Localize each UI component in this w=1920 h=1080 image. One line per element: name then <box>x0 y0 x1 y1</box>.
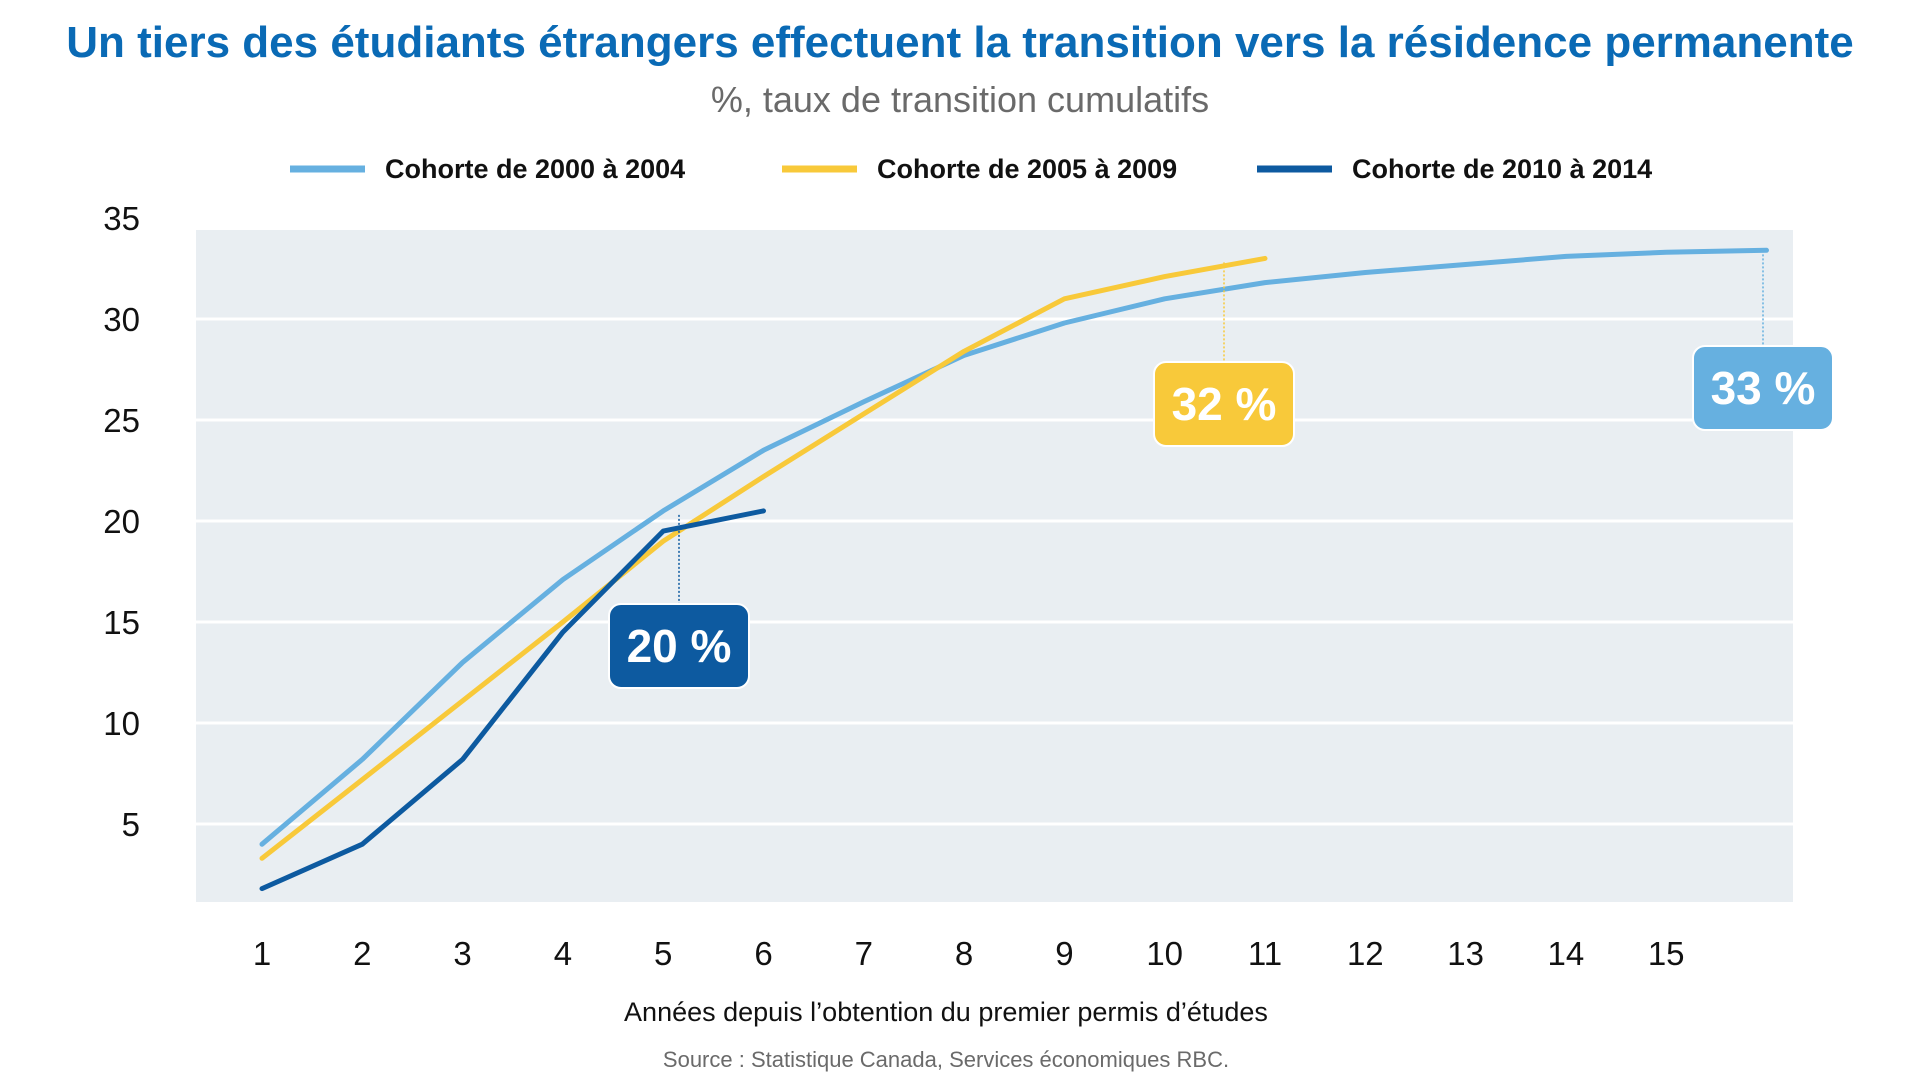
x-tick-label: 7 <box>855 935 873 972</box>
y-tick-label: 5 <box>122 806 140 843</box>
callout-label: 32 % <box>1172 378 1277 430</box>
source-note: Source : Statistique Canada, Services éc… <box>663 1047 1229 1072</box>
callout-box <box>1692 345 1834 431</box>
callouts: 33 % 32 % 20 % <box>608 254 1834 689</box>
x-tick-label: 9 <box>1055 935 1073 972</box>
y-tick-label: 20 <box>103 503 140 540</box>
y-tick-label: 25 <box>103 402 140 439</box>
callout-label: 20 % <box>627 620 732 672</box>
x-tick-label: 11 <box>1248 935 1282 972</box>
callout-label: 33 % <box>1711 362 1816 414</box>
x-tick-label: 8 <box>955 935 973 972</box>
x-tick-label: 12 <box>1347 935 1384 972</box>
x-tick-label: 13 <box>1447 935 1484 972</box>
callout-box <box>1153 361 1295 447</box>
y-tick-label: 35 <box>103 200 140 237</box>
x-axis-ticks: 1 2 3 4 5 6 7 8 9 10 11 12 13 14 15 <box>253 935 1685 972</box>
legend-label: Cohorte de 2010 à 2014 <box>1352 154 1652 184</box>
callout-box <box>608 603 750 689</box>
legend: Cohorte de 2000 à 2004 Cohorte de 2005 à … <box>290 154 1652 184</box>
legend-label: Cohorte de 2005 à 2009 <box>877 154 1177 184</box>
series-lines <box>259 247 1769 892</box>
y-axis-ticks: 5 10 15 20 25 30 35 <box>103 200 140 843</box>
x-axis-label: Années depuis l’obtention du premier per… <box>624 997 1268 1027</box>
y-tick-label: 15 <box>103 604 140 641</box>
chart-subtitle: %, taux de transition cumulatifs <box>711 79 1209 120</box>
x-tick-label: 10 <box>1146 935 1183 972</box>
y-tick-label: 30 <box>103 301 140 338</box>
series-line-3 <box>259 508 766 892</box>
x-tick-label: 15 <box>1648 935 1685 972</box>
legend-label: Cohorte de 2000 à 2004 <box>385 154 685 184</box>
y-tick-label: 10 <box>103 705 140 742</box>
x-tick-label: 2 <box>353 935 371 972</box>
gridlines <box>196 317 1793 826</box>
x-tick-label: 14 <box>1548 935 1585 972</box>
x-tick-label: 1 <box>253 935 271 972</box>
x-tick-label: 5 <box>654 935 672 972</box>
x-tick-label: 6 <box>754 935 772 972</box>
x-tick-label: 4 <box>554 935 572 972</box>
x-tick-label: 3 <box>453 935 471 972</box>
series-line-1 <box>259 247 1769 847</box>
plot-area <box>196 230 1793 902</box>
chart-title: Un tiers des étudiants étrangers effectu… <box>66 18 1853 67</box>
